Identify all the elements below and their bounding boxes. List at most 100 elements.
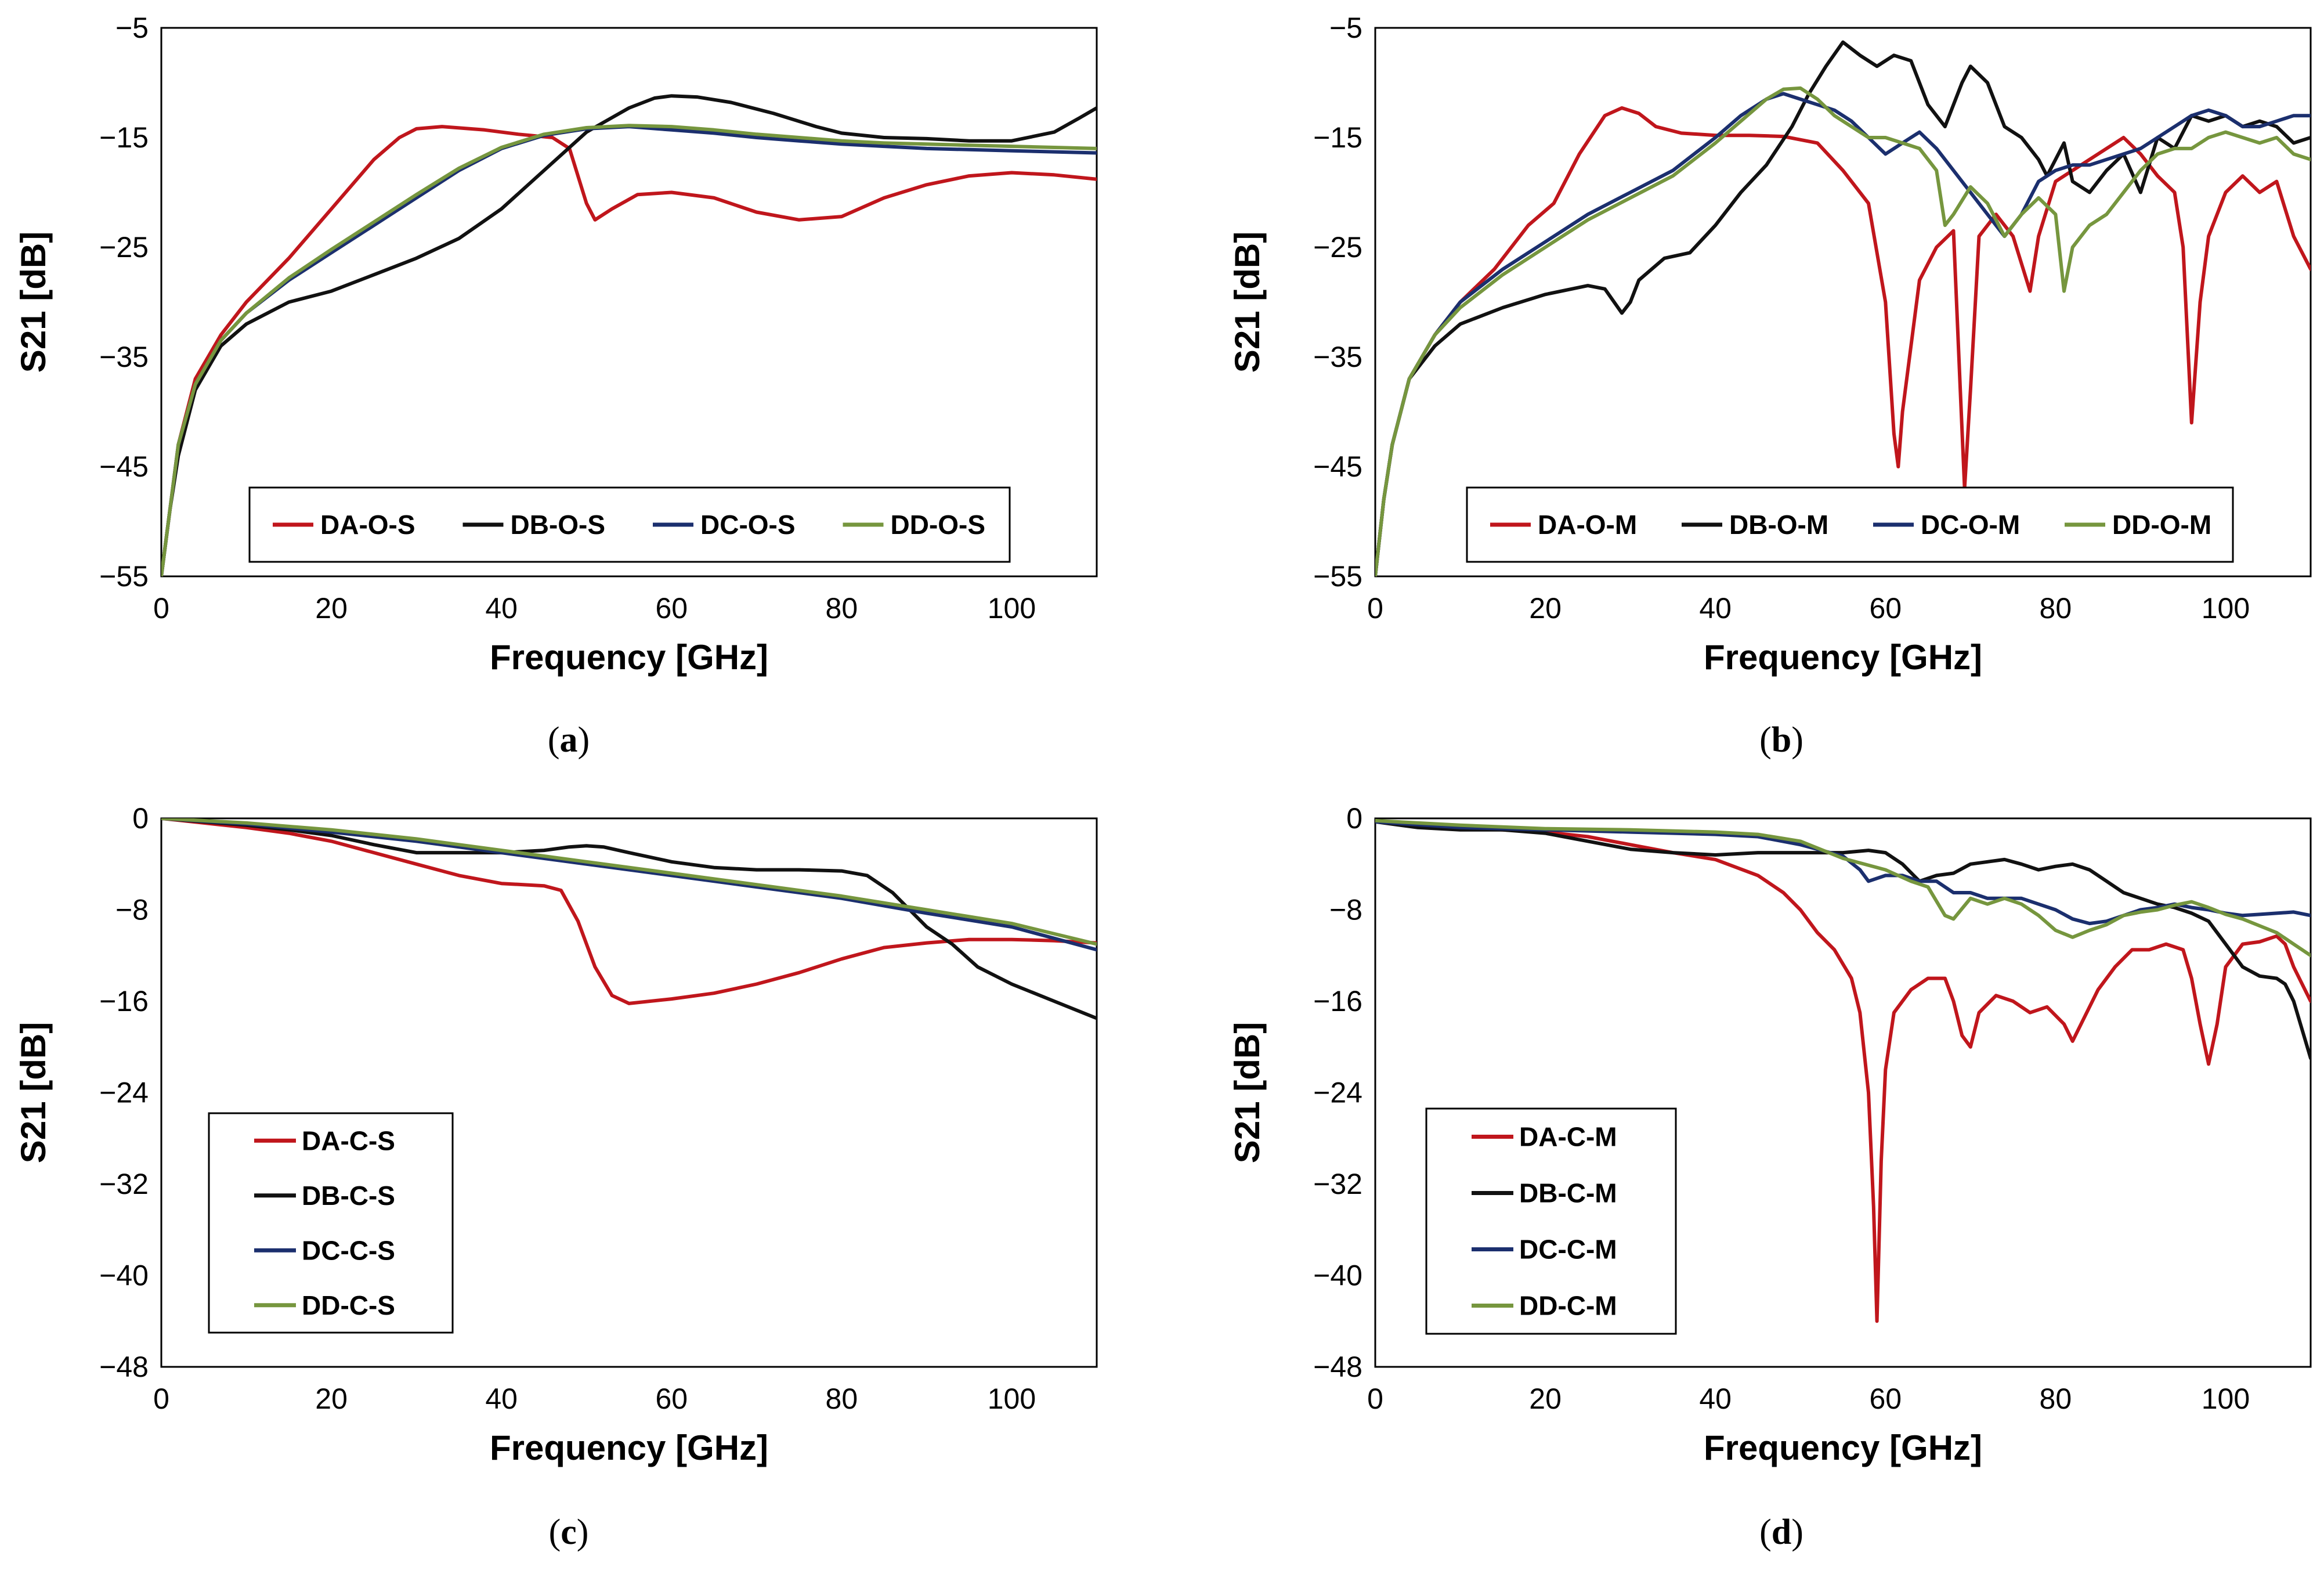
y-axis-title: S21 [dB] <box>14 232 53 373</box>
series-line-dd-o-s <box>161 124 1097 576</box>
series-line-dd-o-m <box>1375 86 2311 576</box>
series-line-dd-c-m <box>1375 818 2311 958</box>
legend-entry: DB-C-M <box>1519 1178 1617 1208</box>
x-tick-label: 60 <box>655 592 688 625</box>
y-tick-label: −45 <box>1313 450 1362 483</box>
x-tick-label: 20 <box>1529 592 1562 625</box>
x-tick-label: 20 <box>1529 1383 1562 1415</box>
legend-entry: DD-C-M <box>1519 1291 1617 1321</box>
chart-panel-d: −48 −40 −32 −24 −16 −8 0 0 20 40 60 80 100 Frequency … <box>1228 802 2312 1552</box>
series-line-db-o-s <box>161 94 1097 576</box>
x-tick-label: 100 <box>988 592 1036 625</box>
plot-frame <box>1374 817 2312 1368</box>
legend: DA-O-S DB-O-S DC-O-S DD-O-S <box>248 486 1011 563</box>
y-tick-label: −32 <box>99 1168 149 1200</box>
y-tick-label: −5 <box>115 12 149 44</box>
y-tick-label: −24 <box>1313 1077 1362 1109</box>
legend-entry: DC-C-M <box>1519 1235 1617 1265</box>
panel-caption: (c) <box>549 1513 589 1552</box>
x-tick-label: 60 <box>655 1383 688 1415</box>
legend: DA-C-M DB-C-M DC-C-M DD-C-M <box>1425 1107 1677 1335</box>
x-tick-label: 80 <box>826 1383 858 1415</box>
y-tick-label: 0 <box>1346 802 1362 835</box>
y-tick-label: −45 <box>99 450 149 483</box>
y-tick-label: −35 <box>1313 341 1362 373</box>
series-line-dc-c-s <box>161 818 1097 952</box>
legend-entry: DC-O-S <box>700 510 796 540</box>
series-line-da-c-s <box>161 818 1097 1005</box>
x-tick-label: 60 <box>1869 1383 1902 1415</box>
legend-entry: DB-O-S <box>511 510 606 540</box>
y-tick-label: −55 <box>1313 560 1362 593</box>
chart-panel-b: −55 −45 −35 −25 −15 −5 0 20 40 60 80 100 Frequency [… <box>1228 12 2312 760</box>
y-tick-label: −5 <box>1329 12 1362 44</box>
panel-caption: (a) <box>548 720 590 760</box>
x-tick-label: 100 <box>2202 592 2250 625</box>
y-tick-label: −48 <box>99 1351 149 1383</box>
series-line-da-c-m <box>1375 820 2311 1323</box>
y-tick-label: −35 <box>99 341 149 373</box>
y-tick-label: −48 <box>1313 1351 1362 1383</box>
legend-entry: DD-O-M <box>2112 510 2211 540</box>
series-line-db-o-m <box>1375 40 2311 576</box>
x-tick-label: 60 <box>1869 592 1902 625</box>
plot-frame <box>160 817 1098 1368</box>
panel-caption: (b) <box>1759 720 1803 760</box>
y-tick-label: −8 <box>1329 894 1362 926</box>
y-tick-label: −25 <box>1313 231 1362 264</box>
y-tick-label: −16 <box>99 985 149 1017</box>
x-tick-label: 100 <box>988 1383 1036 1415</box>
y-axis-title: S21 [dB] <box>1228 1022 1267 1163</box>
y-tick-label: −15 <box>99 121 149 154</box>
y-tick-label: −16 <box>1313 985 1362 1017</box>
legend-entry: DB-C-S <box>302 1181 395 1211</box>
y-tick-label: −40 <box>99 1259 149 1292</box>
y-tick-label: −24 <box>99 1077 149 1109</box>
x-tick-label: 80 <box>826 592 858 625</box>
x-tick-label: 0 <box>153 592 169 625</box>
legend: DA-O-M DB-O-M DC-O-M DD-O-M <box>1466 486 2234 563</box>
y-tick-label: −25 <box>99 231 149 264</box>
x-tick-label: 20 <box>315 592 348 625</box>
legend-entry: DA-C-S <box>302 1125 395 1156</box>
chart-panel-c: −48 −40 −32 −24 −16 −8 0 0 20 40 60 80 100 Frequency … <box>14 802 1098 1552</box>
legend-entry: DD-C-S <box>302 1290 395 1320</box>
y-tick-label: −32 <box>1313 1168 1362 1200</box>
x-axis-title: Frequency [GHz] <box>1704 638 1982 677</box>
y-tick-label: −40 <box>1313 1259 1362 1292</box>
series-line-dc-o-m <box>1375 92 2311 576</box>
caption-letter: a <box>560 720 578 760</box>
chart-panel-a: −55 −45 −35 −25 −15 −5 0 20 40 60 80 100 Frequency [… <box>14 12 1098 760</box>
y-tick-label: 0 <box>132 802 149 835</box>
caption-letter: d <box>1772 1513 1791 1552</box>
x-tick-label: 0 <box>153 1383 169 1415</box>
x-tick-label: 40 <box>485 1383 518 1415</box>
legend-entry: DB-O-M <box>1729 510 1828 540</box>
y-axis-title: S21 [dB] <box>1228 232 1267 373</box>
plot-frame <box>160 27 1098 578</box>
x-tick-label: 40 <box>1699 1383 1732 1415</box>
legend-entry: DC-C-S <box>302 1235 395 1265</box>
legend-entry: DD-O-S <box>891 510 986 540</box>
x-tick-label: 40 <box>485 592 518 625</box>
x-tick-label: 40 <box>1699 592 1732 625</box>
x-tick-label: 80 <box>2040 1383 2072 1415</box>
panel-caption: (d) <box>1759 1513 1803 1552</box>
x-axis-title: Frequency [GHz] <box>1704 1428 1982 1467</box>
plot-frame <box>1374 27 2312 578</box>
series-line-db-c-s <box>161 818 1097 1020</box>
caption-letter: b <box>1772 720 1791 760</box>
x-axis-title: Frequency [GHz] <box>490 638 768 677</box>
y-tick-label: −55 <box>99 560 149 593</box>
series-line-db-c-m <box>1375 820 2311 1060</box>
legend: DA-C-S DB-C-S DC-C-S DD-C-S <box>208 1112 454 1334</box>
y-axis-title: S21 [dB] <box>14 1022 53 1163</box>
legend-entry: DA-O-S <box>320 510 415 540</box>
x-tick-label: 80 <box>2040 592 2072 625</box>
x-tick-label: 0 <box>1367 1383 1383 1415</box>
legend-box <box>208 1112 454 1334</box>
legend-entry: DA-C-M <box>1519 1122 1617 1152</box>
caption-letter: c <box>561 1513 577 1552</box>
x-tick-label: 100 <box>2202 1383 2250 1415</box>
